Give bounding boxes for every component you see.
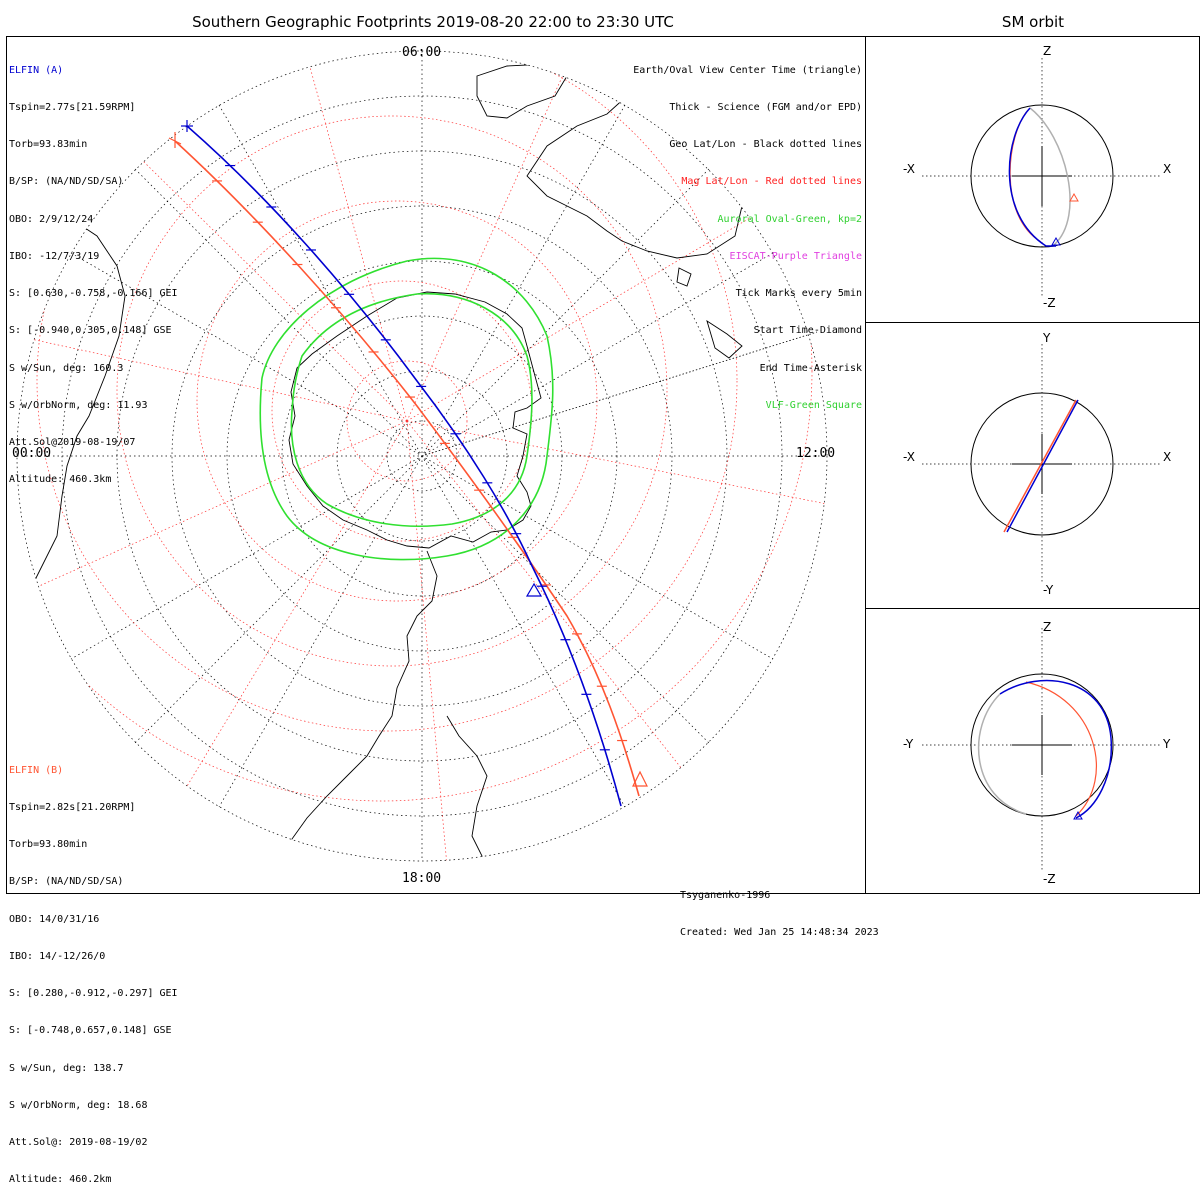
elfin-b-line: S: [0.280,-0.912,-0.297] GEI [9, 988, 178, 1000]
panel3-top-label: Z [1043, 620, 1052, 634]
elfin-a-line: OBO: 2/9/12/24 [9, 213, 94, 225]
elfin-b-footprint [168, 132, 648, 797]
panel1-right-label: X [1163, 162, 1172, 176]
panel1-bottom-label: -Z [1043, 296, 1056, 310]
elfin-a-line: S w/OrbNorm, deg: 11.93 [9, 399, 148, 411]
elfin-b-line: B/SP: (NA/ND/SD/SA) [9, 876, 124, 888]
legend-item: Thick - Science (FGM and/or EPD) [669, 102, 862, 114]
south-america-east-outline [446, 715, 488, 861]
orbit-a [999, 679, 1113, 819]
elfin-b-line: Att.Sol@: 2019-08-19/02 [9, 1137, 148, 1148]
legend-item: Earth/Oval View Center Time (triangle) [633, 64, 862, 76]
panel2-right-label: X [1163, 450, 1172, 464]
orbit-a-triangle [1051, 236, 1061, 246]
orbit-a-triangle [1073, 810, 1083, 820]
tasmania-outline [676, 267, 692, 287]
panel3-left-label: -Y [903, 737, 914, 751]
elfin-a-line: S w/Sun, deg: 160.3 [9, 362, 124, 374]
elfin-a-line: IBO: -12/7/3/19 [9, 250, 100, 262]
model-name: Tsyganenko-1996 [680, 889, 771, 901]
panel1-left-label: -X [903, 162, 915, 176]
legend-item: Tick Marks every 5min [735, 288, 862, 300]
elfin-a-line: S: [0.630,-0.758,-0.166] GEI [9, 288, 178, 300]
south-america-outline [266, 550, 438, 861]
continent-outlines [26, 63, 743, 861]
orbit-panel-yz [922, 628, 1162, 870]
orbit-b [1003, 399, 1077, 533]
orbit-b-triangle [1069, 192, 1079, 202]
panel-divider [865, 608, 1200, 609]
elfin-a-line: Tspin=2.77s[21.59RPM] [9, 102, 136, 114]
sm-orbit-title: SM orbit [1001, 13, 1065, 31]
orbit-grey [1029, 107, 1071, 246]
elfin-b-line: Tspin=2.82s[21.20RPM] [9, 802, 136, 814]
view-center-line [421, 331, 818, 457]
panel-divider [865, 322, 1200, 323]
elfin-b-line: S w/Sun, deg: 138.7 [9, 1062, 124, 1074]
elfin-a-footprint [181, 120, 622, 807]
elfin-a-line: Torb=93.83min [9, 139, 88, 151]
panel2-top-label: Y [1043, 331, 1051, 345]
legend-item: Mag Lat/Lon - Red dotted lines [681, 176, 862, 188]
auroral-oval-inner [290, 292, 533, 528]
elfin-b-line: Altitude: 460.2km [9, 1174, 112, 1186]
elfin-b-line: IBO: 14/-12/26/0 [9, 950, 106, 962]
panel1-top-label: Z [1043, 44, 1052, 58]
auroral-oval-outer [259, 257, 554, 561]
elfin-a-line: B/SP: (NA/ND/SD/SA) [9, 176, 124, 188]
hour-label-left: 00:00 [12, 446, 52, 461]
elfin-a-name: ELFIN (A) [9, 64, 64, 76]
hour-label-right: 12:00 [796, 446, 836, 461]
hour-label-bottom: 18:00 [402, 871, 442, 886]
elfin-b-track [174, 140, 640, 797]
panel3-bottom-label: -Z [1043, 872, 1056, 886]
created-timestamp: Created: Wed Jan 25 14:48:34 2023 [680, 927, 879, 939]
legend-item: Start Time-Diamond [753, 325, 862, 337]
legend-item: Geo Lat/Lon - Black dotted lines [669, 139, 862, 151]
new-zealand-outline [706, 319, 743, 359]
orbit-panel-xy [922, 344, 1162, 584]
elfin-b-view-triangle [632, 770, 648, 787]
legend-item: End Time-Asterisk [759, 362, 862, 374]
legend-item: EISCAT-Purple Triangle [729, 250, 862, 262]
panel2-left-label: -X [903, 450, 915, 464]
elfin-a-view-triangle [525, 582, 543, 597]
orbit-a [1008, 107, 1056, 247]
elfin-a-line: Altitude: 460.3km [9, 474, 112, 486]
orbit-a [1006, 399, 1079, 533]
elfin-b-line: S: [-0.748,0.657,0.148] GSE [9, 1025, 172, 1037]
panel3-right-label: Y [1163, 737, 1171, 751]
australia-outline [526, 95, 743, 259]
elfin-a-start-marker [181, 120, 193, 132]
orbit-b [1025, 681, 1097, 817]
asia-outline [476, 63, 568, 119]
panel2-bottom-label: -Y [1043, 583, 1054, 597]
elfin-b-line: OBO: 14/0/31/16 [9, 913, 100, 925]
antarctica-outline [288, 291, 542, 549]
elfin-b-line: S w/OrbNorm, deg: 18.68 [9, 1099, 148, 1111]
hour-label-top: 06:00 [402, 45, 442, 60]
elfin-a-info: ELFIN (A) Tspin=2.77s[21.59RPM] Torb=93.… [9, 40, 178, 499]
legend-item: VLF-Green Square [765, 399, 862, 411]
legend-item: Auroral Oval-Green, kp=2 [717, 213, 863, 225]
elfin-b-info: ELFIN (B) Tspin=2.82s[21.20RPM] Torb=93.… [9, 740, 178, 1199]
auroral-oval [259, 257, 554, 561]
africa-outline [26, 215, 126, 597]
credit: Tsyganenko-1996 Created: Wed Jan 25 14:4… [680, 865, 879, 952]
elfin-a-track [186, 125, 622, 807]
elfin-a-line: Att.Sol@2019-08-19/07 [9, 437, 136, 448]
elfin-b-name: ELFIN (B) [9, 764, 64, 776]
page-title: Southern Geographic Footprints 2019-08-2… [192, 13, 674, 31]
elfin-a-line: S: [-0.940,0.305,0.148] GSE [9, 325, 172, 337]
orbit-panel-xz [922, 58, 1162, 298]
elfin-b-start-marker [168, 132, 182, 148]
orbit-grey [977, 693, 1027, 815]
legend: Earth/Oval View Center Time (triangle) T… [633, 40, 862, 425]
elfin-b-line: Torb=93.80min [9, 839, 88, 851]
polar-footprint-map [16, 50, 828, 862]
